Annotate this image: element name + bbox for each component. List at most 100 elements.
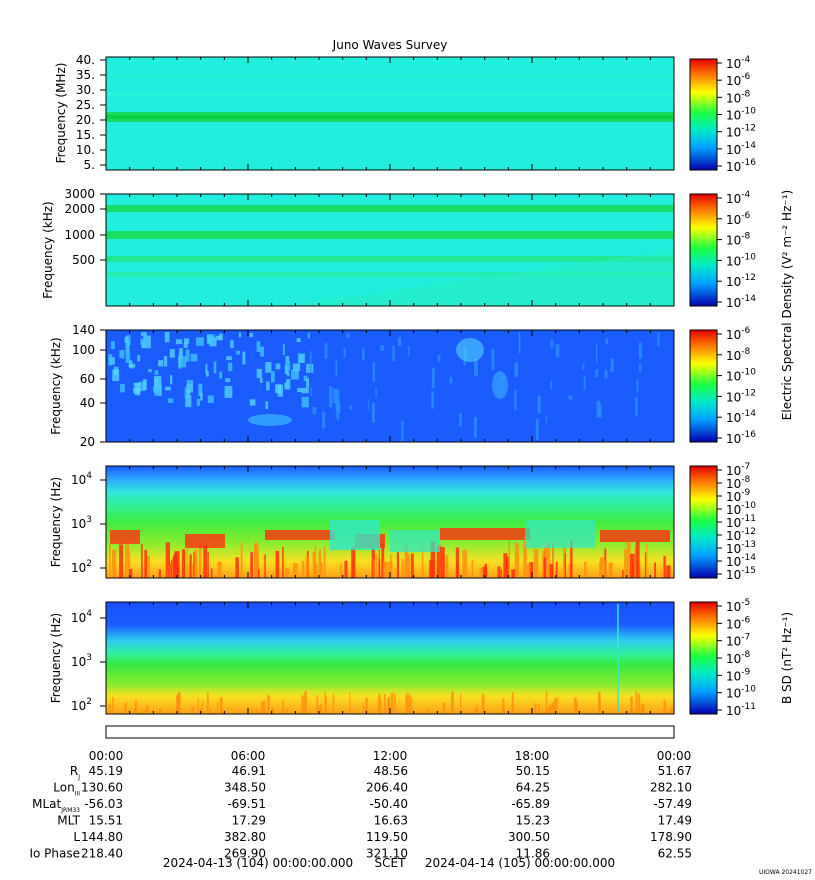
ephemeris-value: 17.49 (658, 814, 692, 828)
colorbar-5-label: 10-10 (726, 685, 756, 701)
colorbar-3-label: 10-6 (726, 326, 751, 342)
colorbar-4-label: 10-11 (726, 514, 756, 530)
ephemeris-value: 282.10 (650, 781, 692, 795)
panel-1: 40. 35. 30. 25. 20. 15. 10. 5. Frequency… (54, 53, 675, 172)
ephemeris-value: 45.19 (89, 764, 123, 778)
p1-ylabel: Frequency (MHz) (54, 63, 68, 164)
ephemeris-value: 382.80 (224, 830, 266, 844)
ephemeris-value: -69.51 (227, 797, 266, 811)
p1-tick-35: 35. (76, 68, 95, 82)
p4-tick-1e2: 102 (71, 559, 92, 575)
colorbar-3-label: 10-16 (726, 430, 756, 446)
panel-4: 104 103 102 Frequency (Hz) (49, 465, 675, 579)
colorbar-3 (689, 329, 718, 443)
ephemeris-row-label: L (73, 830, 80, 844)
ephemeris-value: -50.40 (369, 797, 408, 811)
p3-tick-60: 60 (80, 372, 95, 386)
p3-tick-100: 100 (72, 343, 95, 357)
p1-tick-20: 20. (76, 113, 95, 127)
colorbar-1-label: 10-14 (726, 141, 756, 157)
colorbar-1-label: 10-10 (726, 107, 756, 123)
ephemeris-value: 178.90 (650, 830, 692, 844)
ephemeris-value: 48.56 (374, 764, 408, 778)
colorbar-4-label: 10-10 (726, 501, 756, 517)
colorbar-4-label: 10-8 (726, 475, 751, 491)
p1-tick-15: 15. (76, 128, 95, 142)
colorbar-2-label: 10-10 (726, 252, 756, 268)
p5-tick-1e3: 103 (71, 653, 92, 669)
colorbar-1-label: 10-8 (726, 89, 751, 105)
ephemeris-row-label: LonIII (53, 781, 80, 798)
colorbar-3-label: 10-8 (726, 347, 751, 363)
colorbar-3-label: 10-12 (726, 388, 756, 404)
version-stamp: UIOWA 20241027 (759, 869, 812, 876)
p1-tick-5: 5. (84, 158, 95, 172)
p2-ylabel: Frequency (kHz) (41, 201, 55, 298)
ephemeris-value: 321.10 (366, 847, 408, 861)
ephemeris-row-label: MLT (57, 814, 80, 828)
colorbar-2-label: 10-12 (726, 273, 756, 289)
colorbar-2-label: 10-14 (726, 294, 756, 310)
ephemeris-value: 64.25 (516, 781, 550, 795)
p1-tick-25: 25. (76, 98, 95, 112)
footer-start-time: 2024-04-13 (104) 00:00:00.000 (163, 856, 353, 870)
colorbar-1-label: 10-4 (726, 55, 751, 71)
ephemeris-value: 130.60 (81, 781, 123, 795)
p2-tick-3000: 3000 (64, 187, 95, 201)
p4-ylabel: Frequency (Hz) (49, 477, 63, 568)
panel-2-band-2mhz (106, 205, 674, 212)
panel-2-band-1mhz (106, 231, 674, 239)
p2-tick-500: 500 (72, 253, 95, 267)
colorbar-4-label: 10-13 (726, 540, 756, 556)
colorbar-3-label: 10-14 (726, 409, 756, 425)
ephemeris-value: -65.89 (511, 797, 550, 811)
colorbar-4-label: 10-14 (726, 553, 756, 569)
p4-tick-1e4: 104 (71, 471, 92, 487)
time-label: 12:00 (373, 749, 408, 763)
p3-tick-40: 40 (80, 396, 95, 410)
p5-tick-1e4: 104 (71, 609, 92, 625)
ephemeris-axis (105, 725, 675, 739)
ephemeris-value: 218.40 (81, 847, 123, 861)
ephemeris-value: 16.63 (374, 814, 408, 828)
p5-tick-1e2: 102 (71, 697, 92, 713)
p1-tick-40: 40. (76, 53, 95, 67)
ephemeris-value: 15.23 (516, 814, 550, 828)
p5-ylabel: Frequency (Hz) (49, 613, 63, 704)
ephemeris-row-label: MLatJRM33 (32, 797, 80, 814)
ephemeris-row-label: Io Phase (29, 847, 80, 861)
colorbars: 10-410-610-810-1010-1210-1410-1610-410-6… (689, 55, 756, 718)
colorbar-4-label: 10-12 (726, 527, 756, 543)
chart-title: Juno Waves Survey (332, 38, 448, 52)
ephemeris-value: 269.90 (224, 847, 266, 861)
colorbar-2-label: 10-8 (726, 232, 751, 248)
panel-3: 140 100 60 40 20 Frequency (kHz) (49, 323, 675, 449)
colorbar-4-label: 10-9 (726, 488, 751, 504)
footer-scet: SCET (375, 856, 407, 870)
colorbar-4 (689, 465, 718, 579)
colorbar-1-label: 10-12 (726, 124, 756, 140)
ephemeris-value: 300.50 (508, 830, 550, 844)
p2-tick-1000: 1000 (64, 228, 95, 242)
p1-tick-30: 30. (76, 83, 95, 97)
ephemeris-value: -57.49 (653, 797, 692, 811)
colorbar-1-label: 10-16 (726, 158, 756, 174)
ephemeris-value: 50.15 (516, 764, 550, 778)
p1-tick-10: 10. (76, 143, 95, 157)
ephemeris-value: 15.51 (89, 814, 123, 828)
colorbar-2-label: 10-6 (726, 211, 751, 227)
colorbar-2-label: 10-4 (726, 190, 751, 206)
panel-5-plot (106, 602, 674, 714)
panel-3-emissions (108, 332, 660, 443)
panel-5: 104 103 102 Frequency (Hz) (49, 601, 675, 715)
p4-tick-1e3: 103 (71, 515, 92, 531)
footer-end-time: 2024-04-14 (105) 00:00:00.000 (425, 856, 615, 870)
ephemeris-row-label: RJ (70, 764, 80, 781)
colorbar-5-label: 10-9 (726, 667, 751, 683)
colorbar-1 (689, 58, 718, 171)
panel-5-emissions (108, 604, 673, 714)
time-label: 00:00 (657, 749, 692, 763)
colorbar-2 (689, 193, 718, 307)
ephemeris-value: 348.50 (224, 781, 266, 795)
p3-tick-140: 140 (72, 323, 95, 337)
